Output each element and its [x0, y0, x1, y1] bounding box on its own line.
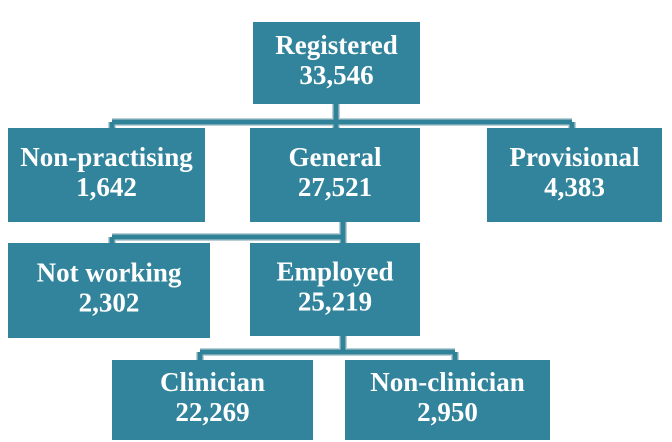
node-value: 2,950 [417, 397, 478, 427]
node-label: Non-clinician [370, 367, 525, 397]
node-label: Non-practising [20, 142, 193, 172]
node-value: 4,383 [544, 172, 605, 202]
node-box [250, 243, 420, 336]
node-box [253, 22, 420, 104]
node-label: Provisional [509, 142, 640, 172]
node-label: Clinician [160, 367, 265, 397]
connectors [108, 104, 576, 362]
node-value: 27,521 [298, 172, 372, 202]
node-box [487, 128, 662, 222]
node-box [8, 243, 210, 338]
node-label: Registered [275, 30, 397, 60]
node-value: 22,269 [175, 397, 249, 427]
node-box [345, 360, 550, 440]
node-box [8, 128, 205, 222]
node-label: Employed [276, 257, 393, 287]
node-value: 33,546 [299, 60, 373, 90]
node-value: 2,302 [79, 288, 140, 318]
node-value: 25,219 [298, 287, 372, 317]
node-value: 1,642 [76, 172, 137, 202]
node-box [112, 360, 313, 440]
node-label: Not working [37, 258, 182, 288]
node-label: General [289, 142, 382, 172]
node-box [250, 128, 420, 222]
